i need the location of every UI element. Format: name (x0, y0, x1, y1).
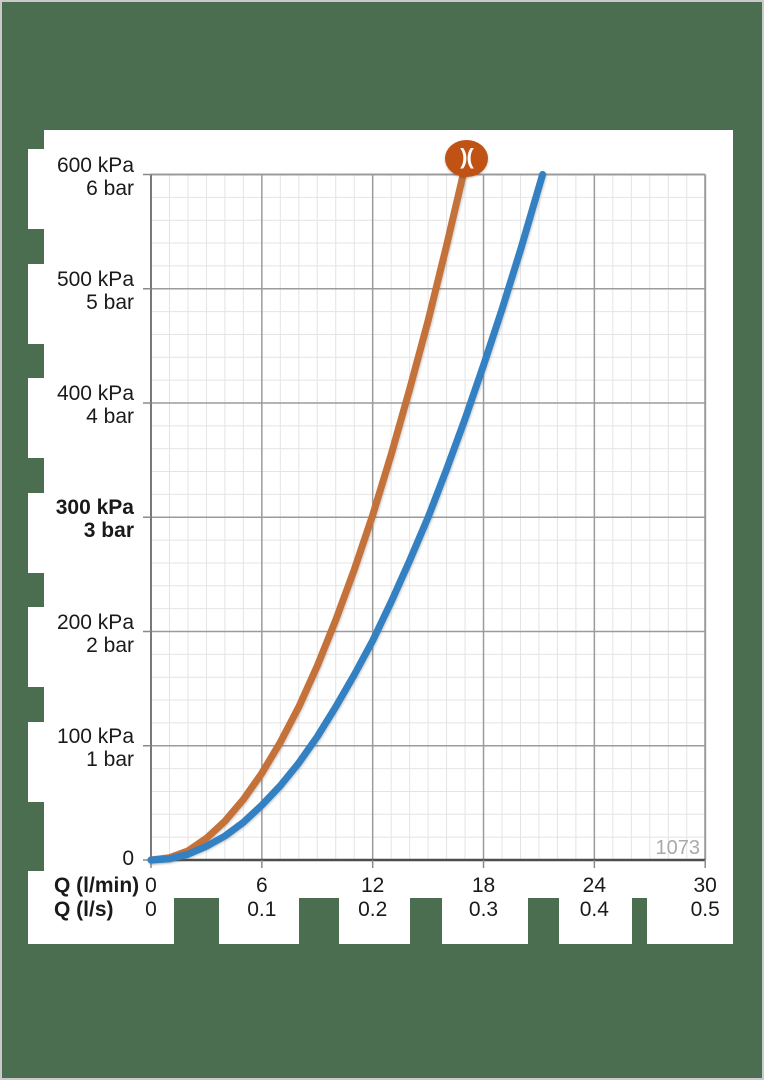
x-tick-label-l/s-0.4: 0.4 (579, 898, 609, 921)
hansgrohe-logo-glyph: )( (460, 143, 474, 169)
x-axis-title-lmin: Q (l/min) (54, 874, 140, 897)
y-tick-label-200: 200 kPa 2 bar (56, 610, 134, 657)
x-tick-label-l/min-30: 30 (693, 874, 717, 897)
y-tick-label-500: 500 kPa 5 bar (56, 267, 134, 314)
y-tick-label-600: 600 kPa 6 bar (56, 153, 134, 200)
x-tick-label-l/s-0.5: 0.5 (690, 898, 720, 921)
label-tab-x0 (44, 898, 174, 944)
y-tick-label-400: 400 kPa 4 bar (56, 382, 134, 428)
label-tab-y3 (28, 492, 45, 573)
label-tab-x2 (339, 898, 410, 944)
label-tab-y0 (28, 149, 45, 229)
x-tick-label-l/min-18: 18 (471, 874, 496, 897)
x-tick-label-l/s-0.1: 0.1 (247, 898, 277, 921)
x-tick-label-l/min-12: 12 (360, 874, 385, 897)
x-tick-label-l/s-0: 0 (145, 898, 157, 921)
label-tab-x4 (559, 898, 632, 944)
label-tab-y5 (28, 722, 45, 802)
label-tab-x3 (442, 898, 528, 944)
x-axis-title-ls: Q (l/s) (54, 898, 114, 921)
x-tick-label-l/min-0: 0 (145, 874, 157, 897)
x-tick-label-l/min-6: 6 (255, 874, 268, 897)
hansgrohe-logo: )( (445, 140, 488, 177)
label-tab-y4 (28, 607, 45, 688)
label-tab-bottom-left (28, 871, 45, 944)
x-tick-label-l/s-0.2: 0.2 (358, 898, 388, 921)
label-tab-x5 (647, 898, 733, 944)
y-tick-label-300: 300 kPa 3 bar (55, 496, 134, 543)
label-tab-y1 (28, 263, 45, 344)
chart-number: 1073 (655, 837, 701, 859)
label-tab-x1 (219, 898, 299, 944)
x-tick-label-l/min-24: 24 (582, 874, 607, 897)
y-tick-label-0: 0 (122, 847, 134, 870)
x-tick-label-l/s-0.3: 0.3 (468, 898, 499, 921)
y-tick-label-100: 100 kPa 1 bar (56, 724, 134, 771)
chart-panel (44, 130, 733, 898)
label-tab-y2 (28, 378, 45, 459)
